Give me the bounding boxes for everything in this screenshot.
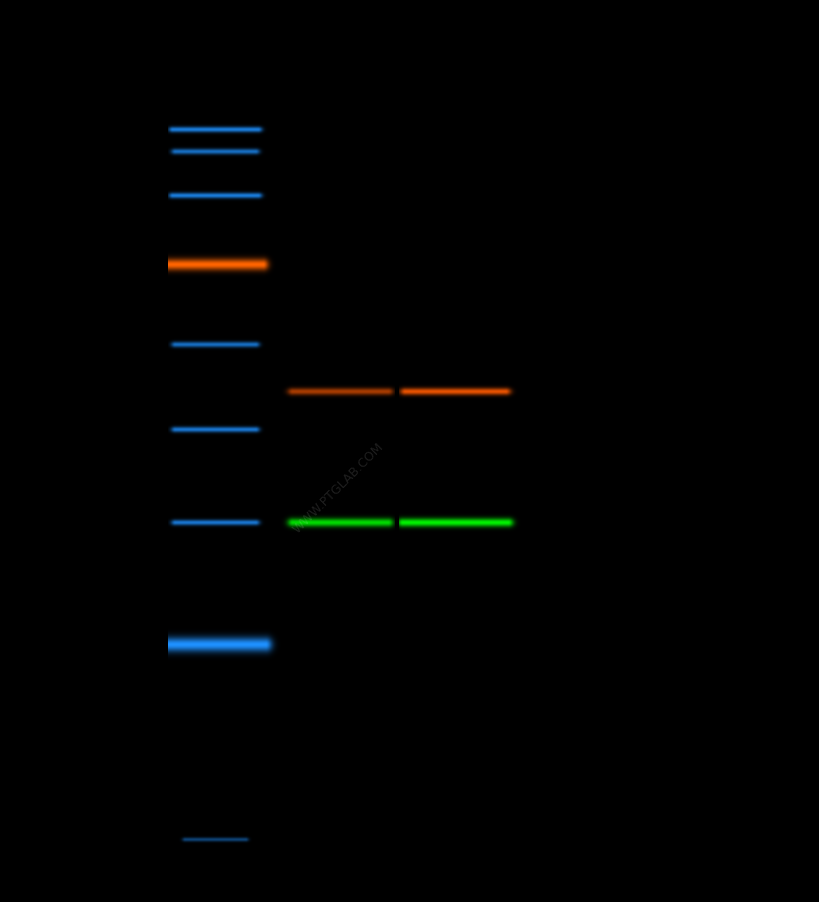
Text: 60 kDa→: 60 kDa→ xyxy=(96,337,163,352)
Text: ← Alpha Tubulin(66031-1-Ig): ← Alpha Tubulin(66031-1-Ig) xyxy=(623,382,819,400)
Text: 140 kDa→: 140 kDa→ xyxy=(86,144,163,160)
Text: 15 kDa→: 15 kDa→ xyxy=(96,832,163,847)
Text: 75 kDa→: 75 kDa→ xyxy=(96,257,163,272)
Text: 100 kDa→: 100 kDa→ xyxy=(86,189,163,203)
Text: 180 kDa→: 180 kDa→ xyxy=(86,123,163,137)
Bar xyxy=(168,108,615,867)
Text: 25 kDa→: 25 kDa→ xyxy=(96,637,163,652)
Text: WWW.PTGLAB.COM: WWW.PTGLAB.COM xyxy=(290,439,386,535)
Text: HeLa: HeLa xyxy=(314,77,364,96)
Text: Jurkat: Jurkat xyxy=(426,77,483,96)
Text: 45 kDa→: 45 kDa→ xyxy=(96,422,163,437)
Text: ← FDPS(67972-1-Ig): ← FDPS(67972-1-Ig) xyxy=(623,513,789,531)
Text: 35 kDa→: 35 kDa→ xyxy=(96,515,163,529)
